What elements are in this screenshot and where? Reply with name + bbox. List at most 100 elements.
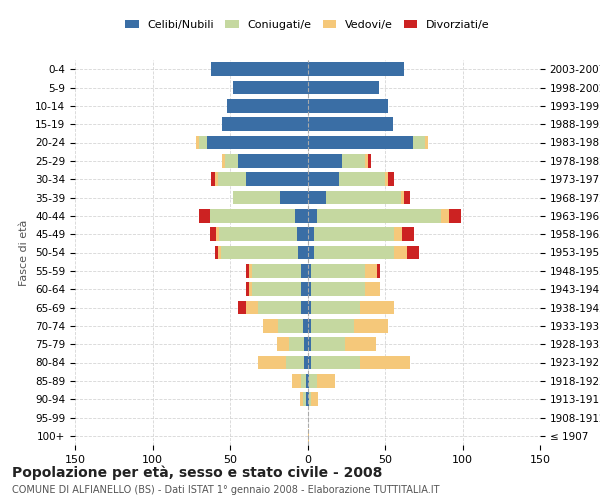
Bar	[407, 246, 419, 260]
Bar	[301, 282, 308, 296]
Bar	[211, 62, 308, 76]
Bar	[360, 356, 410, 370]
Bar	[394, 246, 407, 260]
Bar	[248, 264, 252, 278]
Bar	[311, 338, 345, 351]
Bar	[218, 246, 221, 260]
Bar	[233, 190, 280, 204]
Bar	[308, 62, 404, 76]
Bar	[425, 136, 428, 149]
Bar	[238, 300, 245, 314]
Bar	[238, 154, 308, 168]
Text: COMUNE DI ALFIANELLO (BS) - Dati ISTAT 1° gennaio 2008 - Elaborazione TUTTITALIA: COMUNE DI ALFIANELLO (BS) - Dati ISTAT 1…	[12, 485, 439, 495]
Bar	[222, 154, 226, 168]
Bar	[309, 392, 311, 406]
Bar	[303, 392, 306, 406]
Bar	[311, 300, 360, 314]
Bar	[306, 374, 308, 388]
Bar	[207, 136, 308, 149]
Bar	[311, 392, 319, 406]
Bar	[210, 228, 216, 241]
Bar	[360, 300, 394, 314]
Bar	[221, 246, 298, 260]
Bar	[280, 190, 308, 204]
Bar	[222, 118, 308, 131]
Bar	[210, 209, 295, 222]
Bar	[311, 264, 365, 278]
Bar	[404, 190, 410, 204]
Bar	[304, 338, 308, 351]
Bar	[296, 228, 308, 241]
Bar	[341, 154, 365, 168]
Bar	[308, 172, 338, 186]
Bar	[311, 356, 360, 370]
Bar	[354, 319, 388, 332]
Bar	[402, 228, 415, 241]
Bar	[441, 209, 449, 222]
Bar	[308, 228, 314, 241]
Bar	[226, 154, 238, 168]
Bar	[263, 319, 278, 332]
Bar	[303, 319, 308, 332]
Bar	[308, 429, 309, 442]
Bar	[245, 172, 308, 186]
Bar	[308, 190, 326, 204]
Bar	[365, 264, 377, 278]
Bar	[308, 118, 393, 131]
Bar	[215, 172, 218, 186]
Y-axis label: Fasce di età: Fasce di età	[19, 220, 29, 286]
Bar	[308, 392, 309, 406]
Bar	[308, 300, 311, 314]
Bar	[227, 99, 308, 112]
Bar	[308, 99, 388, 112]
Bar	[199, 209, 210, 222]
Bar	[196, 136, 199, 149]
Bar	[317, 374, 335, 388]
Bar	[306, 392, 308, 406]
Bar	[326, 190, 401, 204]
Bar	[245, 282, 248, 296]
Bar	[218, 172, 245, 186]
Bar	[248, 282, 252, 296]
Bar	[216, 228, 219, 241]
Bar	[314, 228, 394, 241]
Bar	[277, 338, 289, 351]
Bar	[308, 80, 379, 94]
Text: Popolazione per età, sesso e stato civile - 2008: Popolazione per età, sesso e stato civil…	[12, 465, 382, 479]
Bar	[368, 154, 371, 168]
Bar	[344, 338, 376, 351]
Bar	[298, 246, 308, 260]
Bar	[449, 209, 461, 222]
Bar	[308, 154, 341, 168]
Bar	[301, 300, 308, 314]
Bar	[258, 300, 301, 314]
Bar	[245, 300, 258, 314]
Bar	[292, 374, 301, 388]
Bar	[394, 228, 402, 241]
Bar	[309, 374, 317, 388]
Bar	[308, 319, 311, 332]
Bar	[199, 136, 207, 149]
Bar	[401, 190, 404, 204]
Bar	[211, 172, 215, 186]
Bar	[301, 264, 308, 278]
Bar	[300, 392, 303, 406]
Bar	[308, 338, 311, 351]
Bar	[308, 136, 413, 149]
Bar	[413, 136, 425, 149]
Bar	[286, 356, 304, 370]
Bar	[308, 209, 317, 222]
Bar	[311, 282, 365, 296]
Bar	[308, 282, 311, 296]
Bar	[317, 209, 441, 222]
Bar	[245, 264, 248, 278]
Bar	[304, 356, 308, 370]
Bar	[338, 172, 385, 186]
Bar	[385, 172, 388, 186]
Bar	[365, 154, 368, 168]
Bar	[314, 246, 394, 260]
Bar	[295, 209, 308, 222]
Bar	[301, 374, 306, 388]
Bar	[308, 246, 314, 260]
Bar	[377, 264, 380, 278]
